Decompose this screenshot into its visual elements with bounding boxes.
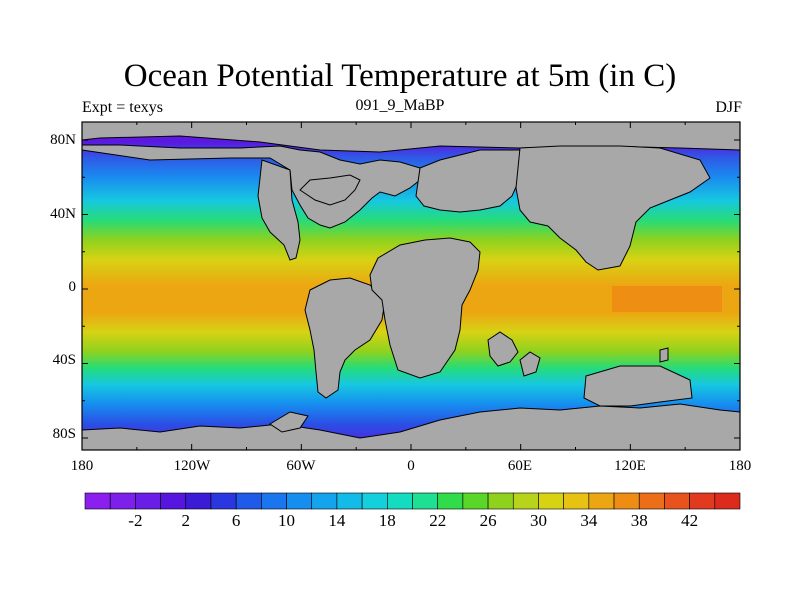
- lon-label: 180: [71, 458, 94, 474]
- colorbar-swatch: [588, 492, 615, 510]
- lat-label: 80N: [50, 132, 76, 148]
- colorbar-swatch: [160, 492, 187, 510]
- colorbar-swatch: [714, 492, 741, 510]
- colorbar-swatch: [185, 492, 212, 510]
- colorbar-swatch: [109, 492, 136, 510]
- colorbar-swatch: [638, 492, 665, 510]
- colorbar-label: 18: [379, 511, 396, 530]
- greenland: [299, 174, 361, 206]
- warm-pool: [612, 286, 722, 312]
- colorbar: [84, 492, 741, 510]
- lon-label: 60W: [286, 458, 316, 474]
- season-label: DJF: [715, 99, 742, 116]
- colorbar-swatch: [135, 492, 161, 510]
- colorbar-swatch: [235, 492, 262, 510]
- colorbar-swatch: [336, 492, 363, 510]
- lat-label: 80S: [53, 426, 76, 442]
- colorbar-swatch: [689, 492, 716, 510]
- europe: [415, 149, 523, 213]
- colorbar-swatch: [286, 492, 313, 510]
- colorbar-label: 42: [681, 511, 698, 530]
- colorbar-swatch: [563, 492, 590, 510]
- lon-label: 60E: [508, 458, 532, 474]
- colorbar-swatch: [613, 492, 640, 510]
- indian-island: [519, 351, 541, 377]
- colorbar-label: 14: [328, 511, 346, 530]
- south-america: [304, 277, 386, 399]
- colorbar-swatch: [387, 492, 413, 510]
- period-label: 091_9_MaBP: [355, 97, 445, 114]
- colorbar-swatch: [84, 492, 111, 510]
- colorbar-label: -2: [128, 511, 142, 530]
- map-title: Ocean Potential Temperature at 5m (in C): [123, 58, 677, 94]
- lat-label: 0: [69, 279, 77, 295]
- antarctica: [82, 403, 740, 450]
- colorbar-swatch: [512, 492, 539, 510]
- asia: [515, 145, 711, 271]
- colorbar-swatch: [462, 492, 489, 510]
- colorbar-swatch: [261, 492, 287, 510]
- colorbar-swatch: [311, 492, 338, 510]
- colorbar-label: 10: [278, 511, 295, 530]
- australia: [583, 365, 693, 407]
- colorbar-label: 26: [480, 511, 497, 530]
- arctic-land: [82, 122, 740, 153]
- colorbar-swatch: [210, 492, 237, 510]
- colorbar-label: 34: [580, 511, 598, 530]
- colorbar-swatch: [361, 492, 388, 510]
- africa-eurasia: [369, 237, 481, 379]
- lon-label: 180: [729, 458, 752, 474]
- lat-label: 40N: [50, 206, 76, 222]
- axis-ticks: [81, 122, 741, 450]
- colorbar-label: 38: [631, 511, 648, 530]
- colorbar-label: 2: [182, 511, 191, 530]
- colorbar-label: 22: [429, 511, 446, 530]
- lat-label: 40S: [53, 352, 76, 368]
- colorbar-swatch: [437, 492, 464, 510]
- colorbar-swatch: [538, 492, 564, 510]
- lon-label: 0: [407, 458, 415, 474]
- arabia: [487, 331, 519, 367]
- north-america: [82, 144, 421, 229]
- central-america: [257, 159, 301, 261]
- lon-label: 120W: [174, 458, 212, 474]
- lon-label: 120E: [614, 458, 646, 474]
- colorbar-swatch: [487, 492, 514, 510]
- antarctic-peninsula: [269, 411, 309, 433]
- colorbar-swatch: [664, 492, 690, 510]
- colorbar-label: 30: [530, 511, 547, 530]
- colorbar-label: 6: [232, 511, 241, 530]
- experiment-label: Expt = texys: [82, 99, 164, 116]
- colorbar-swatch: [412, 492, 438, 510]
- colorbar-labels: -2 2 6 10 14 18 22 26 30 34 38 42: [128, 511, 698, 530]
- pacific-island: [659, 347, 669, 363]
